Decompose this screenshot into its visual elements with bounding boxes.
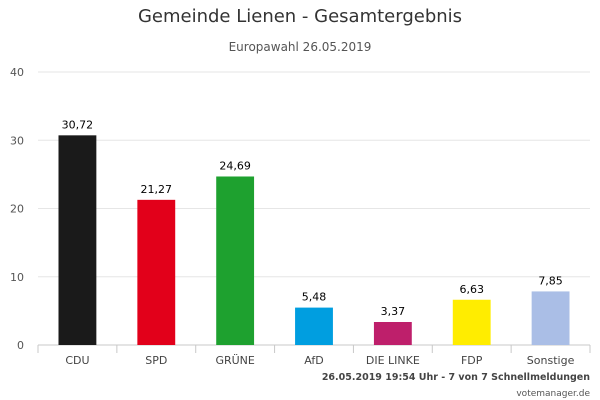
y-tick-label: 0 xyxy=(17,339,24,352)
bar-cdu xyxy=(58,135,97,345)
bar-value-label: 6,63 xyxy=(459,283,484,296)
footer-source: votemanager.de xyxy=(516,389,590,399)
y-tick-label: 20 xyxy=(10,203,24,216)
x-category-label: DIE LINKE xyxy=(366,354,420,367)
bar-value-label: 5,48 xyxy=(302,291,327,304)
bar-value-label: 3,37 xyxy=(381,305,406,318)
chart-title: Gemeinde Lienen - Gesamtergebnis xyxy=(137,6,463,27)
bar-value-label: 21,27 xyxy=(141,183,173,196)
x-category-label: CDU xyxy=(65,354,89,367)
bar-value-label: 30,72 xyxy=(62,118,94,131)
x-category-label: GRÜNE xyxy=(215,354,254,367)
bar-fdp xyxy=(452,299,491,345)
footer-status: 26.05.2019 19:54 Uhr - 7 von 7 Schnellme… xyxy=(321,372,590,383)
y-tick-label: 30 xyxy=(10,134,24,147)
bar-afd xyxy=(295,307,333,345)
bar-sonstige xyxy=(531,291,570,345)
x-category-label: Sonstige xyxy=(527,354,575,367)
bar-spd xyxy=(137,199,176,345)
bar-value-label: 24,69 xyxy=(219,159,251,172)
x-category-label: SPD xyxy=(145,354,167,367)
bar-die-linke xyxy=(373,321,412,345)
x-category-label: AfD xyxy=(304,354,323,367)
bar-gr-ne xyxy=(216,176,255,345)
bar-value-label: 7,85 xyxy=(538,274,563,287)
chart-subtitle: Europawahl 26.05.2019 xyxy=(228,40,372,54)
x-category-label: FDP xyxy=(461,354,483,367)
y-tick-label: 10 xyxy=(10,271,24,284)
y-tick-label: 40 xyxy=(10,66,24,79)
